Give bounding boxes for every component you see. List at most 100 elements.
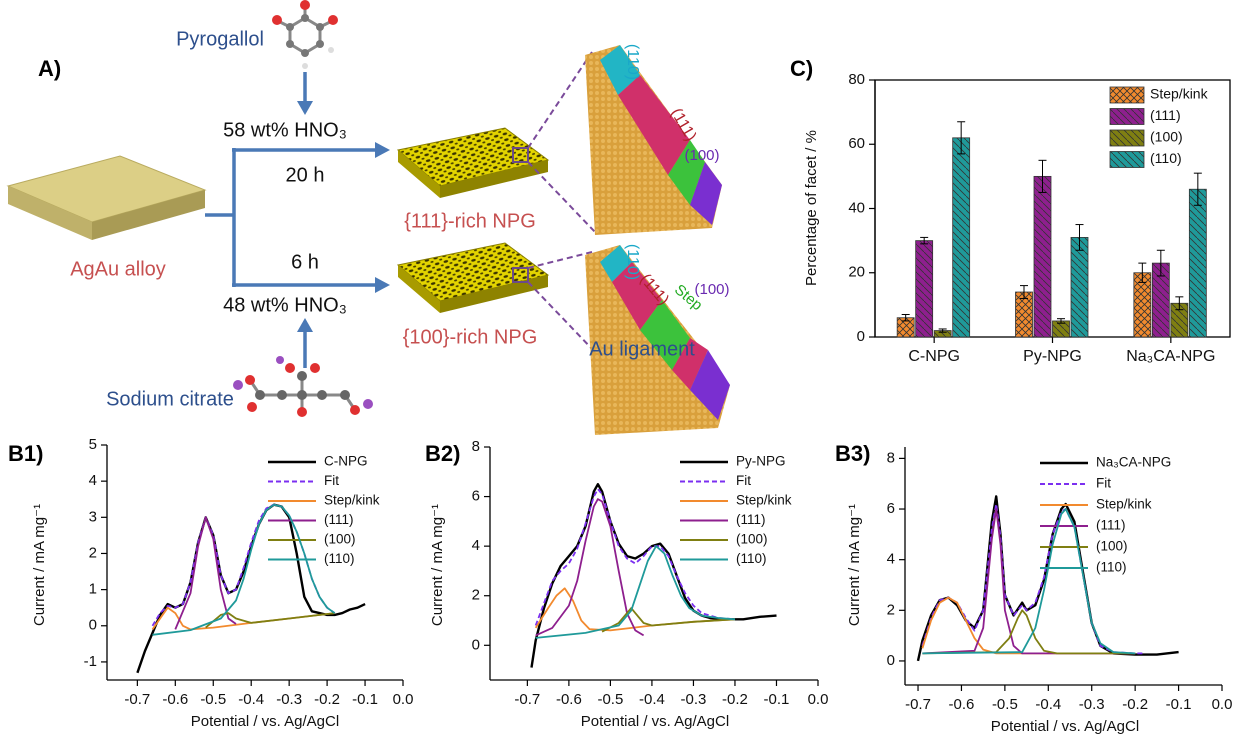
y-tick-label: 60 [848,135,865,152]
legend-swatch [1109,86,1145,104]
panel-label: B2) [425,441,460,466]
legend-label: Py-NPG [736,454,786,469]
y-tick-label: 6 [887,500,895,517]
x-tick-label: -0.4 [639,691,665,708]
y-tick-label: 8 [472,438,480,455]
alloy-side [8,186,92,240]
x-tick-label: -0.3 [276,691,302,708]
y-tick-label: 20 [848,264,865,281]
pyrogallol-molecule [272,0,338,69]
legend-swatch [1109,108,1145,125]
y-tick-label: 5 [89,436,97,453]
x-tick-label: 0.0 [1212,696,1233,713]
legend-label: (100) [1150,129,1183,145]
y-tick-label: 40 [848,199,865,216]
series-line [136,503,366,674]
alloy-side [92,190,205,240]
x-tick-label: Py-NPG [1023,348,1082,365]
legend-label: (100) [736,532,768,547]
npg-slab-top [396,127,550,198]
series-line [601,607,736,633]
ligament-bottom [585,245,730,435]
y-tick-label: 0 [857,328,865,345]
bar [1070,237,1089,338]
panel-a: A) AgAu alloy [6,0,730,435]
x-tick-label: -0.1 [764,691,790,708]
legend-label: Fit [736,473,751,488]
x-tick-label: -0.5 [200,691,226,708]
legend-label: (111) [1096,518,1126,533]
citrate-molecule [233,356,373,417]
x-tick-label: -0.6 [556,691,582,708]
legend-label: (111) [736,512,766,527]
condition-label: 58 wt% HNO₃ [223,119,347,141]
x-tick-label: -0.4 [1035,696,1061,713]
x-tick-label: -0.7 [124,691,150,708]
bar [915,240,934,338]
x-tick-label: -0.6 [162,691,188,708]
legend-label: Step/kink [1096,497,1152,512]
process-arrows [205,72,378,368]
panel-label: A) [38,56,61,81]
facet-label: (100) [694,281,729,298]
facet-label: (110) [624,244,641,280]
condition-label: 48 wt% HNO₃ [223,294,347,316]
series-line [205,612,335,629]
x-tick-label: -0.3 [681,691,707,708]
x-tick-label: -0.7 [514,691,540,708]
y-tick-label: 4 [472,537,480,554]
legend-label: C-NPG [324,454,368,469]
legend-label: (110) [324,551,355,566]
x-tick-label: 0.0 [808,691,829,708]
bar [952,137,971,338]
y-tick-label: 1 [89,581,97,598]
x-tick-label: -0.2 [314,691,340,708]
x-tick-label: -0.1 [1166,696,1192,713]
y-tick-label: 3 [89,508,97,525]
legend-label: Fit [324,473,339,488]
alloy-label: AgAu alloy [70,258,166,280]
x-tick-label: C-NPG [908,348,960,365]
condition-label: 6 h [291,251,319,273]
legend-label: Step/kink [1150,86,1209,102]
x-tick-label: Na₃CA-NPG [1126,348,1215,365]
x-axis-label: Potential / vs. Ag/AgCl [191,713,339,730]
x-tick-label: -0.1 [352,691,378,708]
bar [1033,175,1052,338]
legend-label: (110) [1150,150,1182,166]
series-line [922,609,1136,655]
y-tick-label: 4 [887,551,895,568]
bar [1188,188,1207,338]
npg-slab-bottom [396,242,550,313]
x-tick-label: -0.7 [905,696,931,713]
y-tick-label: 2 [472,587,480,604]
y-tick-label: 2 [89,544,97,561]
y-tick-label: 6 [472,488,480,505]
y-tick-label: 0 [472,636,480,653]
panel-label: C) [790,56,813,81]
y-tick-label: 80 [848,71,865,88]
legend-label: Fit [1096,476,1111,491]
legend-label: (111) [1150,107,1181,123]
y-tick-label: 8 [887,449,895,466]
facet-label: (100) [684,147,719,164]
x-tick-label: 0.0 [393,691,414,708]
x-tick-label: -0.2 [722,691,748,708]
y-tick-label: 0 [89,617,97,634]
series-line [151,503,336,627]
series-line [535,545,736,639]
npg-label: {111}-rich NPG [404,210,536,232]
condition-label: 20 h [286,164,325,186]
ligament-label: Au ligament [589,338,695,360]
y-tick-label: 4 [89,472,97,489]
series-line [152,503,336,636]
panel-label: B3) [835,441,870,466]
series-line [922,508,1136,655]
x-tick-label: -0.6 [949,696,975,713]
legend-label: (111) [324,512,354,527]
legend-label: Na₃CA-NPG [1096,455,1171,470]
y-axis-label: Percentage of facet / % [803,130,820,286]
x-tick-label: -0.5 [597,691,623,708]
x-tick-label: -0.3 [1079,696,1105,713]
legend-label: (110) [1096,560,1127,575]
